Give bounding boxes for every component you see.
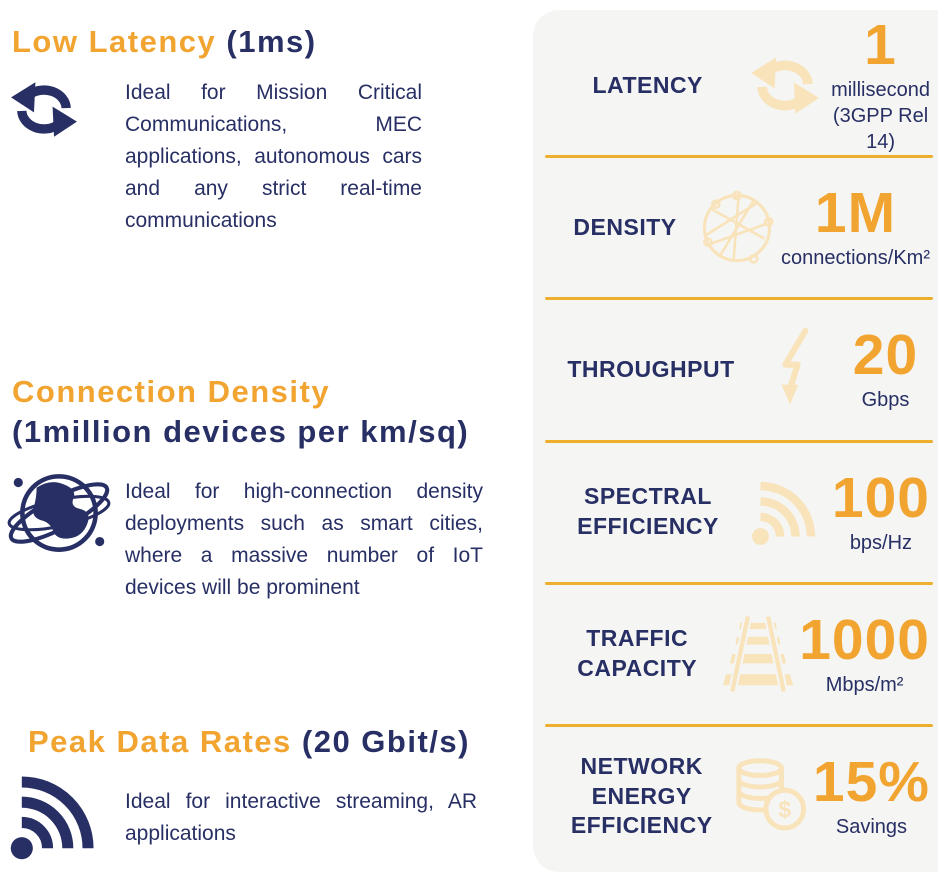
divider bbox=[545, 439, 933, 443]
metric-value: 1 bbox=[864, 13, 897, 78]
section-title-peak-data-rates: Peak Data Rates (20 Gbit/s) bbox=[28, 722, 470, 762]
metric-row-traffic-capacity: TRAFFIC CAPACITY 1000 Mbps/m² bbox=[533, 585, 938, 724]
divider bbox=[545, 723, 933, 727]
metric-unit: bps/Hz bbox=[849, 531, 913, 554]
globe-orbit-icon bbox=[2, 458, 116, 566]
divider bbox=[545, 581, 933, 585]
metric-value-block: 1 millisecond (3GPP Rel 14) bbox=[831, 16, 938, 155]
sync-icon bbox=[748, 53, 822, 118]
metric-value-block: 100 bps/Hz bbox=[831, 465, 938, 556]
metric-value-block: 15% Savings bbox=[813, 753, 938, 840]
section-description: Ideal for Mission Critical Communication… bbox=[125, 81, 422, 232]
metric-value: 15% bbox=[812, 749, 930, 814]
wifi-signal-icon bbox=[8, 770, 100, 862]
metric-value-block: 1000 Mbps/m² bbox=[799, 611, 938, 698]
metric-label: DENSITY bbox=[573, 213, 677, 240]
metric-row-throughput: THROUGHPUT 20 Gbps bbox=[533, 300, 938, 439]
metric-row-network-energy-efficiency: NETWORK ENERGY EFFICIENCY 15% Savings bbox=[533, 727, 938, 866]
metric-value-block: 20 Gbps bbox=[841, 326, 938, 413]
network-globe-icon bbox=[693, 184, 781, 272]
metric-value: 20 bbox=[852, 323, 919, 388]
metric-value: 1000 bbox=[799, 607, 930, 672]
divider bbox=[545, 297, 933, 301]
metric-value: 100 bbox=[831, 465, 930, 530]
section-title-main: Connection Density bbox=[12, 374, 331, 409]
metric-unit: Mbps/m² bbox=[825, 673, 904, 696]
wifi-signal-icon bbox=[750, 477, 820, 547]
metric-label: LATENCY bbox=[592, 71, 703, 98]
metric-label: TRAFFIC CAPACITY bbox=[577, 625, 698, 682]
section-title-detail: (1million devices per km/sq) bbox=[12, 414, 470, 450]
metric-label: NETWORK ENERGY EFFICIENCY bbox=[570, 752, 713, 839]
metric-unit: connections/Km² bbox=[781, 247, 930, 270]
metric-unit: millisecond bbox=[831, 79, 930, 102]
metric-value: 1M bbox=[814, 181, 897, 246]
metric-value-block: 1M connections/Km² bbox=[781, 184, 938, 271]
sync-icon bbox=[8, 78, 80, 141]
metric-row-latency: LATENCY 1 millisecond (3GPP Rel 14) bbox=[533, 16, 938, 155]
section-title-main: Peak Data Rates bbox=[28, 724, 292, 759]
section-title-connection-density: Connection Density (1million devices per… bbox=[12, 372, 469, 453]
metric-label: THROUGHPUT bbox=[567, 355, 735, 382]
metric-unit-detail: (3GPP Rel 14) bbox=[832, 105, 929, 154]
metric-unit: Savings bbox=[835, 816, 908, 838]
metric-row-density: DENSITY 1M connections/Km² bbox=[533, 158, 938, 297]
section-title-detail: (20 Gbit/s) bbox=[301, 724, 470, 759]
section-title-low-latency: Low Latency (1ms) bbox=[12, 22, 317, 62]
metric-row-spectral-efficiency: SPECTRAL EFFICIENCY 100 bps/Hz bbox=[533, 443, 938, 582]
divider bbox=[545, 155, 933, 159]
railway-icon bbox=[719, 615, 797, 693]
coins-icon bbox=[729, 755, 811, 837]
metrics-panel: LATENCY 1 millisecond (3GPP Rel 14) DENS… bbox=[533, 10, 938, 872]
metric-label: SPECTRAL EFFICIENCY bbox=[577, 483, 719, 540]
section-title-main: Low Latency bbox=[12, 24, 217, 59]
section-description: Ideal for interactive streaming, AR appl… bbox=[125, 790, 477, 845]
metric-unit: Gbps bbox=[861, 389, 910, 412]
section-description: Ideal for high-connection density deploy… bbox=[125, 480, 483, 599]
lightning-icon bbox=[770, 327, 816, 413]
section-title-detail: (1ms) bbox=[226, 24, 317, 59]
